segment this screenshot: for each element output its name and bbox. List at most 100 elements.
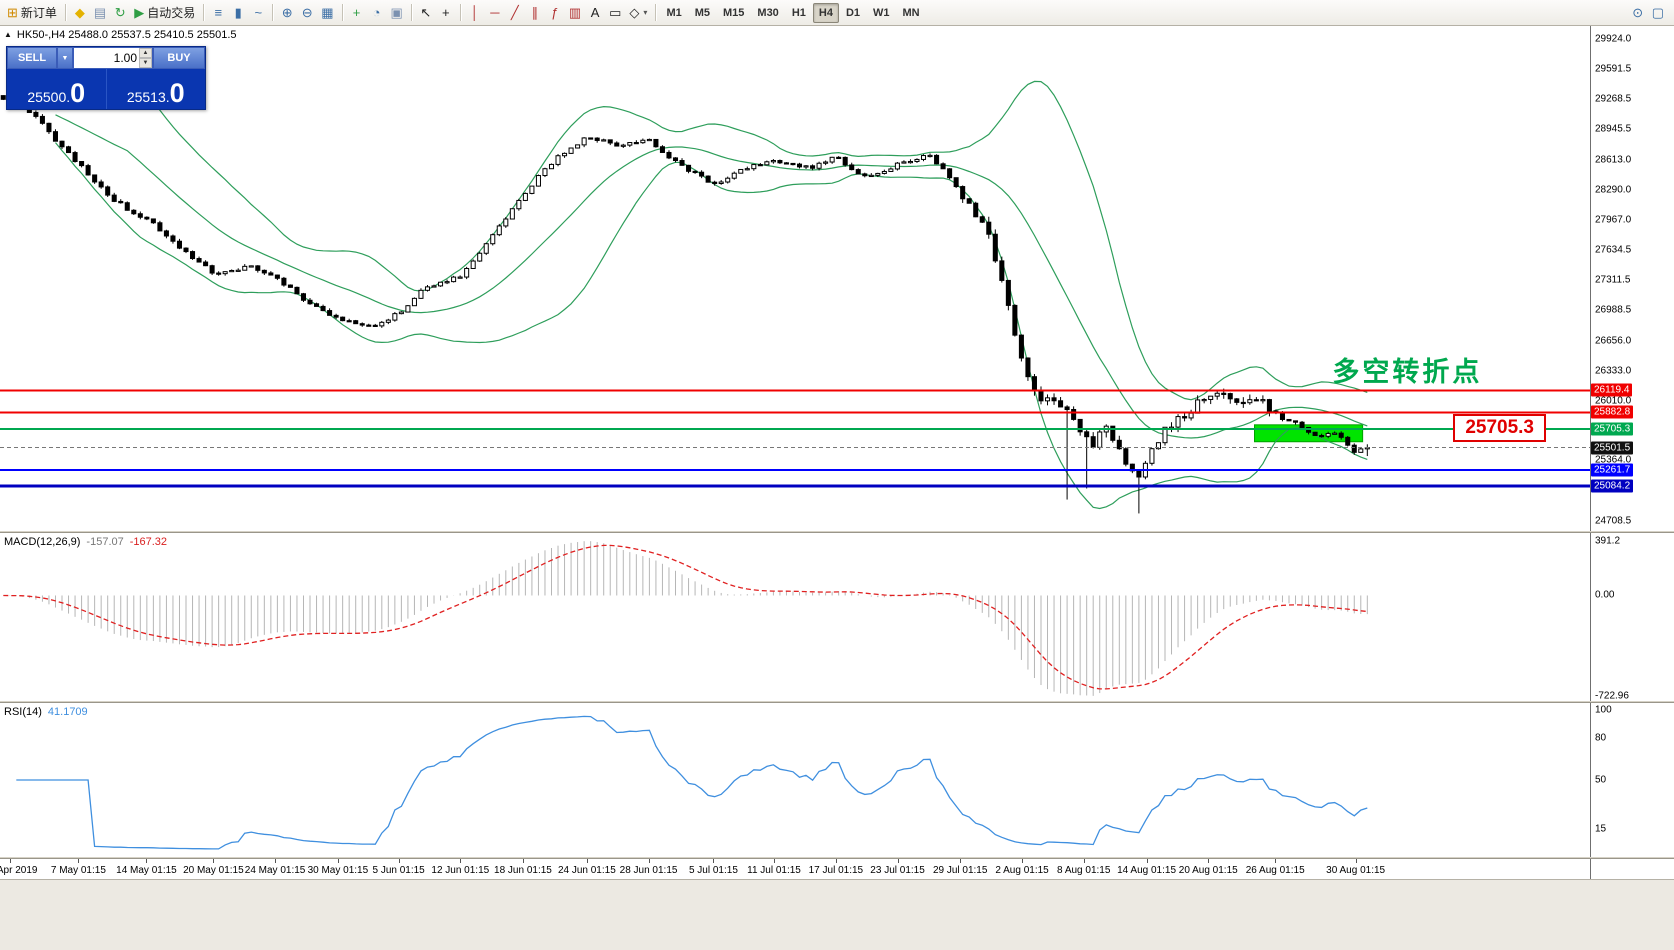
rsi-chart[interactable]: RSI(14) 41.1709	[0, 703, 1590, 857]
price-axis[interactable]: 29924.0 29591.5 29268.5 28945.5 28613.0 28290…	[1590, 26, 1674, 531]
timeframe-w1-button[interactable]: W1	[867, 3, 896, 23]
new-chart-icon: +	[352, 5, 361, 20]
volume-dropdown-button[interactable]: ▼	[57, 47, 73, 69]
chevron-down-icon: ▼	[61, 54, 69, 62]
timeframe-m1-button[interactable]: M1	[660, 3, 687, 23]
toolbar-separator	[459, 4, 461, 21]
time-tick	[648, 859, 650, 863]
bull-bear-turning-point-annotation: 多空转折点	[1332, 356, 1483, 387]
search-button[interactable]: ⊙	[1628, 2, 1648, 24]
channel-button[interactable]: ∥	[525, 2, 545, 24]
sell-price[interactable]: 25500. 0	[7, 69, 107, 109]
time-tick	[460, 859, 462, 863]
trade-panel-prices: 25500. 0 25513. 0	[7, 69, 205, 109]
volume-input[interactable]	[74, 48, 139, 68]
time-label: 24 Jun 01:15	[557, 865, 616, 876]
timeframe-h1-button[interactable]: H1	[786, 3, 812, 23]
axis-tick: 24708.5	[1595, 515, 1632, 527]
candlestick-chart-button[interactable]: ▮	[228, 2, 248, 24]
crosshair-button[interactable]: +	[436, 2, 456, 24]
collapse-one-click-icon[interactable]: ▲	[4, 30, 12, 39]
time-axis[interactable]: 30 Apr 2019 7 May 01:15 14 May 01:15 20 May…	[0, 859, 1590, 879]
vertical-line-icon: │	[470, 5, 479, 20]
price-callout: 25705.3	[1453, 413, 1546, 442]
sell-button[interactable]: SELL	[7, 47, 57, 69]
price-badge: 25882.8	[1591, 405, 1634, 419]
axis-tick: 28945.5	[1595, 123, 1632, 135]
favorites-button[interactable]: ◆	[70, 2, 90, 24]
price-badge: 26119.4	[1591, 383, 1633, 397]
macd-panel: MACD(12,26,9) -157.07 -167.32 391.2 0.00 -…	[0, 533, 1674, 701]
chart-title: HK50-,H4 25488.0 25537.5 25410.5 25501.5	[16, 29, 237, 41]
axis-tick: 29924.0	[1595, 33, 1632, 45]
panel-separator[interactable]	[0, 701, 1674, 703]
price-badge: 25501.5	[1591, 441, 1634, 455]
zoom-out-button[interactable]: ⊖	[297, 2, 317, 24]
time-tick	[1022, 859, 1024, 863]
tile-windows-button[interactable]: ▦	[317, 2, 337, 24]
bar-chart-button[interactable]: ≡	[208, 2, 228, 24]
time-label: 2 Aug 01:15	[995, 865, 1049, 876]
time-label: 23 Jul 01:15	[870, 865, 925, 876]
volume-box: ▲ ▼	[73, 47, 153, 69]
layout-button[interactable]: ▢	[1648, 2, 1668, 24]
shapes-button[interactable]: ◇ ▾	[625, 2, 651, 24]
refresh-button[interactable]: ↻	[110, 2, 130, 24]
zoom-in-button[interactable]: ⊕	[277, 2, 297, 24]
horizontal-line-button[interactable]: ─	[485, 2, 505, 24]
price-badge: 25084.2	[1591, 479, 1634, 493]
time-label: 20 Aug 01:15	[1178, 865, 1238, 876]
camera-icon: ▣	[390, 5, 403, 20]
buy-price[interactable]: 25513. 0	[107, 69, 206, 109]
print-button[interactable]: ▤	[90, 2, 110, 24]
toolbar-separator	[655, 4, 657, 21]
toolbar: ⊞ 新订单 ◆ ▤ ↻ ▶ 自动交易 ≡ ▮ ~ ⊕ ⊖ ▦ + ◔ ▣ ↖ + │ ─ ╱ ∥ ƒ ▥ A ▭ ◇ ▾ M1 M5 M15…	[0, 0, 1674, 26]
timeframe-d1-button[interactable]: D1	[840, 3, 866, 23]
axis-tick: 29268.5	[1595, 93, 1632, 105]
buy-price-small: 25513.	[126, 88, 170, 105]
time-tick	[774, 859, 775, 863]
panel-separator[interactable]	[0, 857, 1674, 859]
text-button[interactable]: A	[585, 2, 605, 24]
axis-tick: 27967.0	[1595, 214, 1632, 226]
panel-separator[interactable]	[0, 531, 1674, 533]
cursor-button[interactable]: ↖	[416, 2, 436, 24]
toolbar-separator	[203, 4, 205, 21]
time-tick	[398, 859, 400, 863]
vertical-line-button[interactable]: │	[465, 2, 485, 24]
time-label: 24 May 01:15	[244, 865, 306, 876]
print-icon: ▤	[93, 5, 107, 20]
fibonacci-button[interactable]: ƒ	[545, 2, 565, 24]
axis-tick: 29591.5	[1595, 63, 1632, 75]
new-order-button-label: 新订单	[20, 6, 57, 20]
new-order-button[interactable]: ⊞ 新订单	[3, 2, 61, 24]
price-badge: 25261.7	[1591, 463, 1634, 477]
time-tick	[960, 859, 962, 863]
new-chart-button[interactable]: +	[347, 2, 367, 24]
axis-tick: 100	[1595, 704, 1612, 716]
timeframe-mn-button[interactable]: MN	[897, 3, 926, 23]
channel-icon: ∥	[531, 5, 539, 20]
timeframe-m5-button[interactable]: M5	[689, 3, 716, 23]
timeframe-m15-button[interactable]: M15	[717, 3, 750, 23]
macd-chart[interactable]: MACD(12,26,9) -157.07 -167.32	[0, 533, 1590, 701]
price-chart[interactable]: ▲ HK50-,H4 25488.0 25537.5 25410.5 25501…	[0, 26, 1590, 531]
period-button[interactable]: ◔	[367, 2, 387, 24]
time-tick	[337, 859, 339, 863]
candlestick-canvas	[0, 76, 1590, 514]
axis-tick: 27634.5	[1595, 244, 1632, 256]
timeframe-h4-button[interactable]: H4	[812, 2, 839, 23]
volume-up-icon[interactable]: ▲	[139, 48, 152, 58]
buy-button[interactable]: BUY	[153, 47, 205, 69]
time-tick	[586, 859, 588, 863]
auto-trading-button[interactable]: ▶ 自动交易	[130, 2, 199, 24]
cycles-button[interactable]: ▥	[565, 2, 585, 24]
timeframe-m30-button[interactable]: M30	[751, 3, 784, 23]
volume-down-icon[interactable]: ▼	[139, 58, 152, 68]
label-button[interactable]: ▭	[605, 2, 625, 24]
time-tick	[275, 859, 277, 863]
snapshot-button[interactable]: ▣	[387, 2, 407, 24]
toolbar-separator	[272, 4, 274, 21]
line-chart-button[interactable]: ~	[248, 2, 268, 24]
trendline-button[interactable]: ╱	[505, 2, 525, 24]
